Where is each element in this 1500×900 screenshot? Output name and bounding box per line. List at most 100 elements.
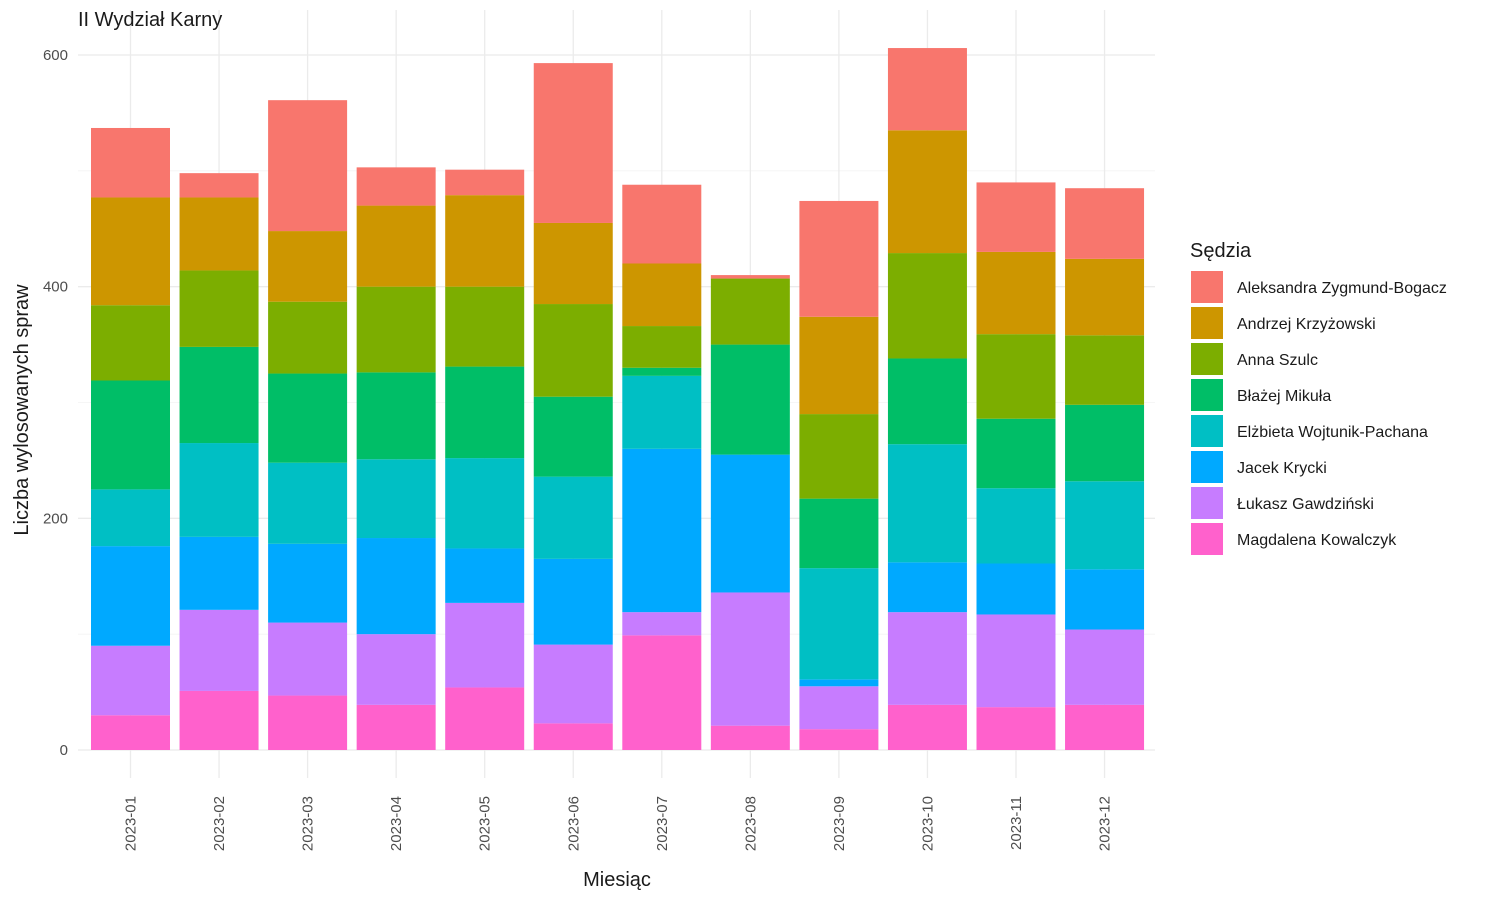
bar-segment — [1065, 258, 1145, 336]
bar-segment — [91, 645, 170, 716]
bar-segment — [799, 316, 879, 415]
bar-segment — [533, 63, 613, 223]
bar-segment — [887, 130, 967, 254]
bar-segment — [268, 543, 348, 623]
bar-segment — [799, 568, 879, 680]
bar-segment — [356, 538, 436, 635]
bar-segment — [1065, 569, 1145, 630]
bar-segment — [356, 205, 436, 287]
bar-segment — [976, 334, 1056, 419]
bar-segment — [799, 498, 879, 569]
y-tick-labels: 0 200 400 600 — [43, 47, 68, 759]
y-tick-label: 600 — [43, 47, 68, 64]
bar-segment — [622, 367, 702, 376]
bar-segment — [179, 690, 259, 750]
bar-segment — [887, 444, 967, 563]
legend-label: Błażej Mikuła — [1237, 388, 1331, 405]
bar-segment — [91, 380, 170, 490]
x-tick-label: 2023-09 — [831, 796, 848, 851]
bar-segment — [91, 715, 170, 750]
bar-segment — [622, 448, 702, 613]
bar-segment — [976, 251, 1056, 335]
bar-segment — [445, 195, 525, 287]
x-tick-label: 2023-11 — [1008, 796, 1025, 850]
bar-segment — [179, 197, 259, 271]
bar-segment — [445, 366, 525, 459]
y-axis-title: Liczba wylosowanych spraw — [11, 284, 33, 536]
bar-segment — [799, 729, 879, 750]
legend-label: Andrzej Krzyżowski — [1237, 316, 1376, 333]
legend: Aleksandra Zygmund-Bogacz Andrzej Krzyżow… — [1191, 271, 1447, 555]
legend-label: Anna Szulc — [1237, 352, 1318, 369]
legend-swatch — [1191, 379, 1223, 411]
bar-segment — [91, 546, 170, 646]
bar-segment — [887, 704, 967, 750]
legend-swatch — [1191, 307, 1223, 339]
bar-segment — [976, 614, 1056, 708]
bar-segment — [91, 489, 170, 547]
bar-segment — [533, 222, 613, 305]
legend-title: Sędzia — [1190, 240, 1252, 262]
bar-segment — [710, 725, 790, 750]
legend-swatch — [1191, 487, 1223, 519]
bar-segment — [887, 612, 967, 705]
legend-label: Jacek Krycki — [1237, 460, 1327, 477]
x-tick-label: 2023-07 — [654, 796, 671, 851]
bar-segment — [710, 592, 790, 726]
bar-segment — [533, 723, 613, 750]
bar-segment — [356, 167, 436, 206]
bar-segment — [976, 707, 1056, 750]
bar-segment — [179, 443, 259, 537]
bar-segment — [799, 679, 879, 687]
bar-segment — [268, 301, 348, 374]
bar-segment — [179, 346, 259, 444]
bar-segment — [445, 687, 525, 750]
x-tick-label: 2023-06 — [565, 796, 582, 851]
y-tick-label: 400 — [43, 279, 68, 296]
bar-segment — [445, 458, 525, 549]
x-tick-label: 2023-05 — [477, 796, 494, 851]
bar-segment — [622, 184, 702, 264]
bar-segment — [1065, 188, 1145, 259]
x-tick-label: 2023-04 — [388, 796, 405, 851]
bar-segment — [1065, 704, 1145, 750]
legend-swatch — [1191, 415, 1223, 447]
bar-segment — [91, 197, 170, 306]
bar-segment — [622, 263, 702, 327]
legend-label: Aleksandra Zygmund-Bogacz — [1237, 280, 1447, 297]
bar-segment — [710, 454, 790, 593]
bar-segment — [1065, 335, 1145, 405]
bar-segment — [710, 275, 790, 279]
bar-segment — [622, 635, 702, 750]
bar-segment — [533, 558, 613, 645]
x-tick-labels: 2023-01 2023-02 2023-03 2023-04 2023-05 2023-… — [123, 796, 1114, 851]
bar-segment — [91, 305, 170, 381]
bar-segment — [533, 396, 613, 477]
x-tick-label: 2023-01 — [123, 796, 140, 851]
bar-segment — [445, 286, 525, 367]
bar-segment — [887, 253, 967, 359]
x-tick-label: 2023-10 — [919, 796, 936, 851]
legend-label: Magdalena Kowalczyk — [1237, 532, 1397, 549]
bar-segment — [179, 536, 259, 610]
bar-segment — [356, 372, 436, 460]
bar-segment — [976, 488, 1056, 564]
bar-segment — [976, 563, 1056, 615]
bar-segment — [356, 704, 436, 750]
bars — [91, 48, 1145, 750]
bar-segment — [179, 609, 259, 691]
bar-segment — [622, 326, 702, 368]
bar-segment — [268, 695, 348, 750]
bar-segment — [1065, 629, 1145, 705]
bar-segment — [710, 278, 790, 345]
bar-segment — [268, 100, 348, 232]
bar-segment — [799, 200, 879, 317]
bar-segment — [622, 612, 702, 636]
y-tick-label: 200 — [43, 510, 68, 527]
x-tick-label: 2023-12 — [1097, 796, 1114, 851]
bar-segment — [356, 286, 436, 373]
chart-title: II Wydział Karny — [78, 9, 222, 31]
bar-segment — [268, 462, 348, 544]
